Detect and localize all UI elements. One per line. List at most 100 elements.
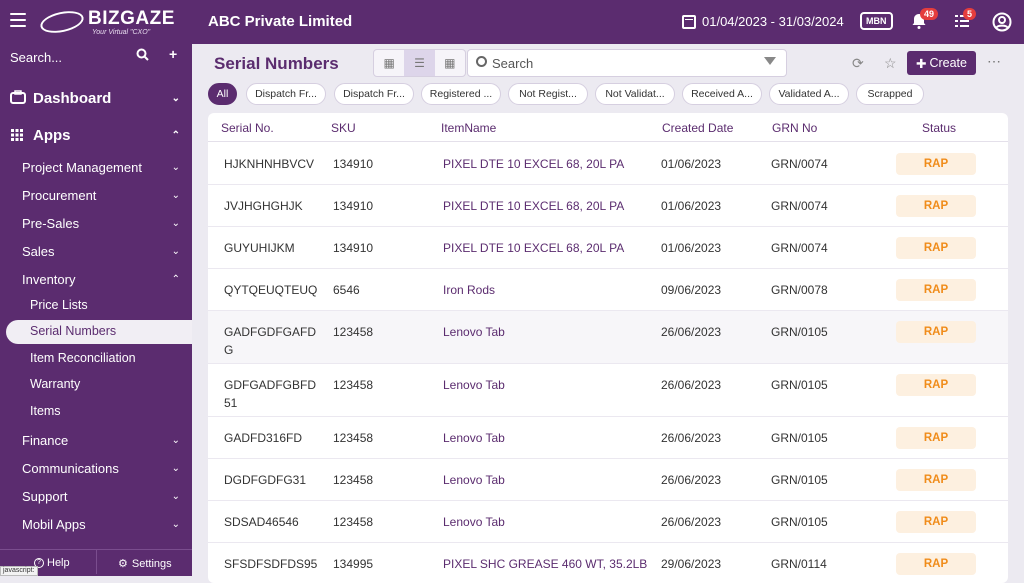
sidebar-item-sales[interactable]: Sales ⌄ bbox=[0, 242, 192, 260]
sidebar-item-project-management[interactable]: Project Management ⌄ bbox=[0, 158, 192, 176]
column-header-status[interactable]: Status bbox=[922, 121, 957, 135]
company-name[interactable]: ABC Private Limited bbox=[208, 13, 353, 30]
calendar-icon bbox=[682, 14, 696, 29]
status-badge: RAP bbox=[896, 511, 976, 533]
search-icon[interactable] bbox=[136, 48, 149, 64]
sidebar-item-inventory[interactable]: Inventory ⌃ bbox=[0, 270, 192, 288]
sidebar-item-items[interactable]: Items bbox=[30, 404, 61, 418]
sidebar-item-label: Procurement bbox=[22, 187, 97, 203]
settings-button[interactable]: ⚙ Settings bbox=[118, 557, 172, 571]
cell-item-name[interactable]: PIXEL DTE 10 EXCEL 68, 20L PA bbox=[443, 241, 625, 255]
sidebar-item-support[interactable]: Support ⌄ bbox=[0, 487, 192, 505]
column-header-serial-no[interactable]: Serial No. bbox=[221, 121, 274, 135]
sidebar-item-procurement[interactable]: Procurement ⌄ bbox=[0, 186, 192, 204]
cell-item-name[interactable]: Lenovo Tab bbox=[443, 473, 505, 487]
add-icon[interactable]: + bbox=[169, 46, 178, 62]
column-header-created-date[interactable]: Created Date bbox=[662, 121, 734, 135]
sidebar-item-label: Pre-Sales bbox=[22, 215, 80, 231]
refresh-icon[interactable]: ⟳ bbox=[852, 55, 864, 71]
sidebar-item-dashboard[interactable]: Dashboard ⌄ bbox=[0, 88, 192, 108]
search-icon bbox=[476, 56, 487, 67]
filter-chip-registered[interactable]: Registered ... bbox=[421, 83, 501, 105]
cell-item-name[interactable]: PIXEL DTE 10 EXCEL 68, 20L PA bbox=[443, 157, 625, 171]
sidebar-item-pre-sales[interactable]: Pre-Sales ⌄ bbox=[0, 214, 192, 232]
table-row[interactable]: QYTQEUQTEUQ 6546 Iron Rods 09/06/2023 GRN/00… bbox=[208, 269, 1008, 311]
create-button[interactable]: ✚ Create bbox=[907, 51, 976, 75]
sidebar-search[interactable]: Search... + bbox=[0, 44, 192, 70]
table-row[interactable]: GDFGADFGBFD 51 123458 Lenovo Tab 26/06/2023 G… bbox=[208, 364, 1008, 417]
chevron-down-icon: ⌄ bbox=[171, 161, 180, 173]
filter-chip-dispatch-from-1[interactable]: Dispatch Fr... bbox=[246, 83, 326, 105]
list-view-icon[interactable]: ☰ bbox=[404, 50, 435, 76]
cell-created-date: 01/06/2023 bbox=[661, 241, 722, 255]
cell-sku: 123458 bbox=[333, 378, 374, 392]
cell-item-name[interactable]: Iron Rods bbox=[443, 283, 496, 297]
date-range-picker[interactable]: 01/04/2023 - 31/03/2024 bbox=[682, 14, 844, 29]
column-header-grn-no[interactable]: GRN No bbox=[772, 121, 818, 135]
status-bar-url: javascript: bbox=[0, 566, 38, 576]
filter-chip-received[interactable]: Received A... bbox=[682, 83, 762, 105]
cell-item-name[interactable]: Lenovo Tab bbox=[443, 515, 505, 529]
cell-created-date: 26/06/2023 bbox=[661, 431, 722, 445]
active-item-highlight bbox=[6, 320, 192, 344]
filter-chip-all[interactable]: All bbox=[208, 83, 237, 105]
status-badge: RAP bbox=[896, 469, 976, 491]
help-button[interactable]: ? Help bbox=[34, 557, 70, 569]
search-input[interactable]: Search bbox=[467, 49, 787, 77]
sidebar-search-label: Search... bbox=[10, 50, 63, 65]
cell-item-name[interactable]: PIXEL SHC GREASE 460 WT, 35.2LB bbox=[443, 557, 648, 571]
cell-sku: 134910 bbox=[333, 241, 374, 255]
cell-sku: 134995 bbox=[333, 557, 374, 571]
column-header-sku[interactable]: SKU bbox=[331, 121, 356, 135]
filter-chip-dispatch-from-2[interactable]: Dispatch Fr... bbox=[334, 83, 414, 105]
branch-selector[interactable]: MBN bbox=[860, 12, 893, 30]
table-row[interactable]: GUYUHIJKM 134910 PIXEL DTE 10 EXCEL 68, 20… bbox=[208, 227, 1008, 269]
sidebar-item-price-lists[interactable]: Price Lists bbox=[30, 298, 88, 312]
sidebar-item-mobil-apps[interactable]: Mobil Apps ⌄ bbox=[0, 515, 192, 533]
filter-icon[interactable] bbox=[764, 57, 776, 65]
star-icon[interactable]: ☆ bbox=[884, 55, 897, 71]
sidebar-item-communications[interactable]: Communications ⌄ bbox=[0, 459, 192, 477]
create-label: Create bbox=[929, 56, 967, 70]
table-row[interactable]: GADFD316FD 123458 Lenovo Tab 26/06/2023 GRN/… bbox=[208, 417, 1008, 459]
cell-created-date: 26/06/2023 bbox=[661, 325, 722, 339]
cell-item-name[interactable]: Lenovo Tab bbox=[443, 431, 505, 445]
notifications-bell-icon[interactable]: 49 bbox=[910, 8, 939, 32]
task-list-icon[interactable]: 5 bbox=[953, 8, 977, 32]
sidebar-item-item-reconciliation[interactable]: Item Reconciliation bbox=[30, 351, 136, 365]
sidebar-item-serial-numbers[interactable]: Serial Numbers bbox=[30, 324, 117, 338]
cell-serial-no: GADFGDFGAFD bbox=[224, 325, 316, 339]
logo-tagline: Your Virtual "CXO" bbox=[92, 29, 151, 36]
column-header-item-name[interactable]: ItemName bbox=[441, 121, 497, 135]
table-row[interactable]: HJKNHNHBVCV 134910 PIXEL DTE 10 EXCEL 68, … bbox=[208, 143, 1008, 185]
filter-chip-scrapped[interactable]: Scrapped bbox=[856, 83, 924, 105]
bizgaze-logo[interactable]: BIZGAZE Your Virtual "CXO" bbox=[38, 6, 174, 38]
cell-item-name[interactable]: Lenovo Tab bbox=[443, 378, 505, 392]
filter-chip-not-registered[interactable]: Not Regist... bbox=[508, 83, 588, 105]
more-options-icon[interactable]: ⋯ bbox=[987, 53, 1002, 69]
sidebar-item-label: Mobil Apps bbox=[22, 516, 86, 532]
filter-chip-validated[interactable]: Validated A... bbox=[769, 83, 849, 105]
sidebar-item-finance[interactable]: Finance ⌄ bbox=[0, 431, 192, 449]
notifications-count-badge: 49 bbox=[920, 8, 939, 20]
table-row[interactable]: SFSDFSDFDS95 134995 PIXEL SHC GREASE 460 W… bbox=[208, 543, 1008, 583]
cell-serial-no: GADFD316FD bbox=[224, 431, 303, 445]
grid-view-icon[interactable]: ▦ bbox=[444, 56, 456, 70]
sidebar-item-warranty[interactable]: Warranty bbox=[30, 377, 81, 391]
table-row[interactable]: SDSAD46546 123458 Lenovo Tab 26/06/2023 GRN/… bbox=[208, 501, 1008, 543]
cell-grn-no: GRN/0074 bbox=[771, 157, 828, 171]
chevron-down-icon: ⌄ bbox=[171, 92, 180, 104]
cell-grn-no: GRN/0078 bbox=[771, 283, 828, 297]
cell-item-name[interactable]: PIXEL DTE 10 EXCEL 68, 20L PA bbox=[443, 199, 625, 213]
sidebar-item-apps[interactable]: Apps ⌃ bbox=[0, 125, 192, 145]
filter-chip-not-validated[interactable]: Not Validat... bbox=[595, 83, 675, 105]
cell-sku: 134910 bbox=[333, 199, 374, 213]
user-profile-icon[interactable] bbox=[992, 12, 1012, 32]
table-row[interactable]: GADFGDFGAFD G 123458 Lenovo Tab 26/06/2023 GR… bbox=[208, 311, 1008, 364]
cell-serial-no: QYTQEUQTEUQ bbox=[224, 283, 318, 297]
card-view-icon[interactable]: ▦ bbox=[383, 56, 395, 70]
table-row[interactable]: DGDFGDFG31 123458 Lenovo Tab 26/06/2023 GRN/… bbox=[208, 459, 1008, 501]
table-row[interactable]: JVJHGHGHJK 134910 PIXEL DTE 10 EXCEL 68, 2… bbox=[208, 185, 1008, 227]
cell-item-name[interactable]: Lenovo Tab bbox=[443, 325, 505, 339]
hamburger-menu-icon[interactable] bbox=[10, 13, 26, 27]
